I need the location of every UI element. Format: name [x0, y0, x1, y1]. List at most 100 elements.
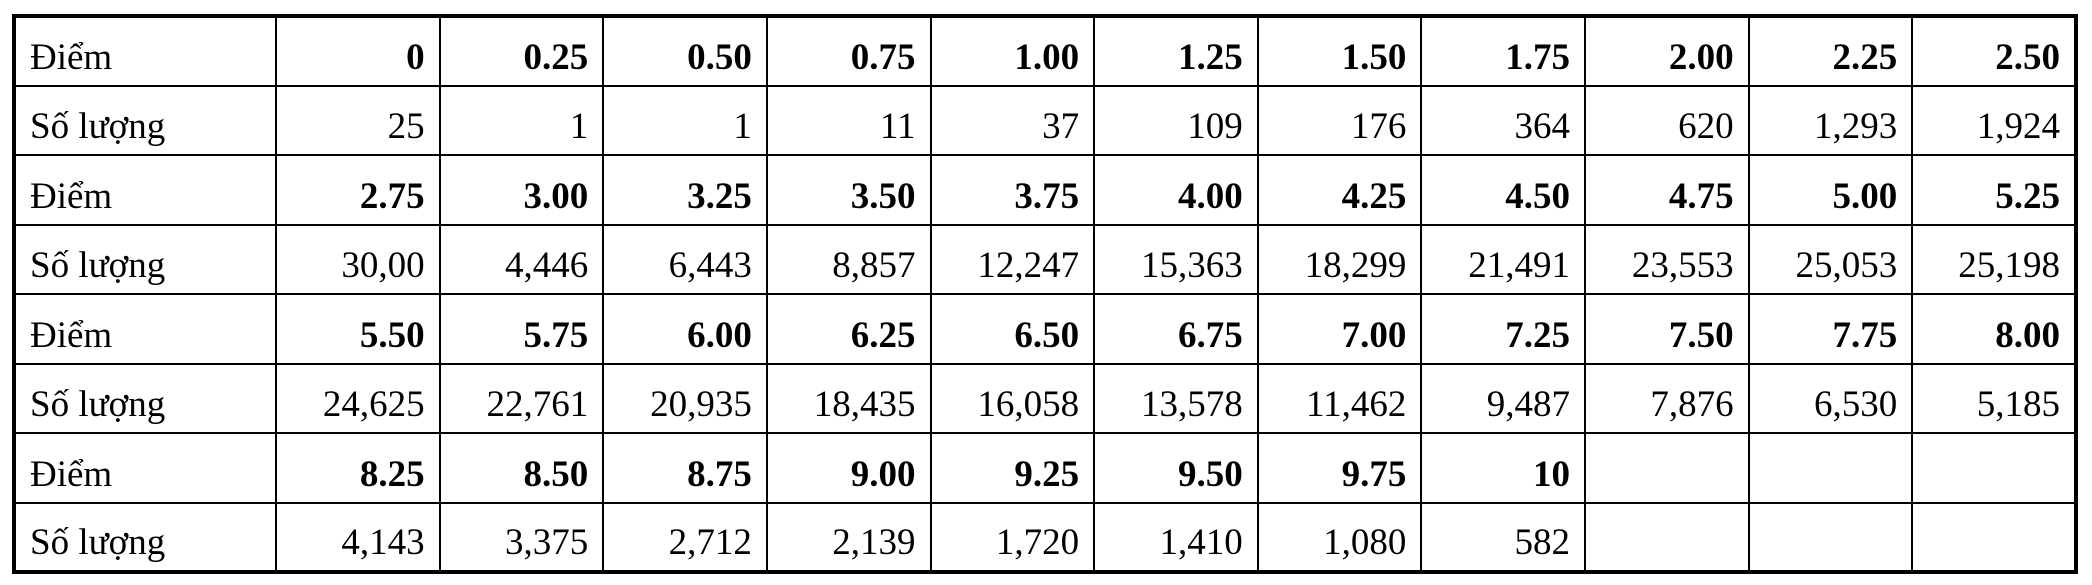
count-cell: 1,924 — [1911, 84, 2077, 156]
count-cell: 3,375 — [438, 501, 605, 573]
score-cell: 3.25 — [602, 154, 768, 226]
count-cell: 18,435 — [765, 362, 932, 434]
score-cell: 1.50 — [1256, 15, 1423, 87]
count-cell: 25 — [275, 84, 441, 156]
count-cell: 176 — [1256, 84, 1423, 156]
score-cell: 6.75 — [1093, 293, 1259, 365]
count-cell: 21,491 — [1420, 223, 1586, 295]
count-cell: 1,080 — [1256, 501, 1423, 573]
count-row: Số lượng 30,00 4,446 6,443 8,857 12,247 15,363… — [13, 223, 2077, 295]
count-cell: 1,720 — [929, 501, 1096, 573]
score-cell: 0 — [275, 15, 441, 87]
count-cell: 1,410 — [1093, 501, 1259, 573]
score-cell: 9.00 — [765, 432, 932, 504]
score-cell: 7.25 — [1420, 293, 1586, 365]
count-row: Số lượng 24,625 22,761 20,935 18,435 16,058 13… — [13, 362, 2077, 434]
count-cell: 620 — [1584, 84, 1750, 156]
count-cell: 9,487 — [1420, 362, 1586, 434]
count-cell: 7,876 — [1584, 362, 1750, 434]
count-cell: 2,712 — [602, 501, 768, 573]
score-cell: 6.25 — [765, 293, 932, 365]
score-row-label: Điểm — [13, 432, 277, 504]
score-cell: 8.50 — [438, 432, 605, 504]
score-cell: 4.00 — [1093, 154, 1259, 226]
score-distribution-table: Điểm 0 0.25 0.50 0.75 1.00 1.25 1.50 1.75 2.00 2.2… — [12, 14, 2078, 574]
table-body: Điểm 0 0.25 0.50 0.75 1.00 1.25 1.50 1.75 2.00 2.2… — [13, 15, 2077, 573]
count-cell: 4,446 — [438, 223, 605, 295]
count-cell: 12,247 — [929, 223, 1096, 295]
score-cell: 0.75 — [765, 15, 932, 87]
count-cell: 25,053 — [1747, 223, 1914, 295]
count-cell — [1747, 501, 1914, 573]
count-cell: 37 — [929, 84, 1096, 156]
score-cell: 5.75 — [438, 293, 605, 365]
count-cell: 109 — [1093, 84, 1259, 156]
score-cell: 1.75 — [1420, 15, 1586, 87]
score-cell: 1.00 — [929, 15, 1096, 87]
score-cell: 9.75 — [1256, 432, 1423, 504]
count-cell: 15,363 — [1093, 223, 1259, 295]
score-cell: 2.50 — [1911, 15, 2077, 87]
score-row: Điểm 0 0.25 0.50 0.75 1.00 1.25 1.50 1.75 2.00 2.2… — [13, 15, 2077, 87]
count-cell: 8,857 — [765, 223, 932, 295]
count-cell: 25,198 — [1911, 223, 2077, 295]
score-cell — [1584, 432, 1750, 504]
score-cell: 6.50 — [929, 293, 1096, 365]
score-cell: 10 — [1420, 432, 1586, 504]
count-cell: 18,299 — [1256, 223, 1423, 295]
score-cell: 8.75 — [602, 432, 768, 504]
score-row: Điểm 8.25 8.50 8.75 9.00 9.25 9.50 9.75 10 — [13, 432, 2077, 504]
count-cell — [1584, 501, 1750, 573]
count-cell: 1 — [602, 84, 768, 156]
count-row: Số lượng 4,143 3,375 2,712 2,139 1,720 1,410 1,… — [13, 501, 2077, 573]
score-cell: 7.00 — [1256, 293, 1423, 365]
score-cell: 2.00 — [1584, 15, 1750, 87]
count-cell: 11 — [765, 84, 932, 156]
score-cell: 1.25 — [1093, 15, 1259, 87]
score-row: Điểm 5.50 5.75 6.00 6.25 6.50 6.75 7.00 7.25 7.50… — [13, 293, 2077, 365]
count-cell — [1911, 501, 2077, 573]
count-row: Số lượng 25 1 1 11 37 109 176 364 620 1,293 1,924 — [13, 84, 2077, 156]
count-cell: 5,185 — [1911, 362, 2077, 434]
count-row-label: Số lượng — [13, 84, 277, 156]
score-cell — [1747, 432, 1914, 504]
count-cell: 1 — [438, 84, 605, 156]
count-cell: 23,553 — [1584, 223, 1750, 295]
score-cell: 5.00 — [1747, 154, 1914, 226]
score-row: Điểm 2.75 3.00 3.25 3.50 3.75 4.00 4.25 4.50 4.75… — [13, 154, 2077, 226]
count-cell: 582 — [1420, 501, 1586, 573]
score-cell: 5.25 — [1911, 154, 2077, 226]
count-row-label: Số lượng — [13, 223, 277, 295]
score-cell: 9.25 — [929, 432, 1096, 504]
count-cell: 4,143 — [275, 501, 441, 573]
score-cell: 7.50 — [1584, 293, 1750, 365]
score-cell: 3.75 — [929, 154, 1096, 226]
score-row-label: Điểm — [13, 293, 277, 365]
count-cell: 30,00 — [275, 223, 441, 295]
count-cell: 364 — [1420, 84, 1586, 156]
score-row-label: Điểm — [13, 154, 277, 226]
score-cell: 7.75 — [1747, 293, 1914, 365]
score-cell: 0.50 — [602, 15, 768, 87]
count-cell: 6,530 — [1747, 362, 1914, 434]
score-cell: 4.75 — [1584, 154, 1750, 226]
score-row-label: Điểm — [13, 15, 277, 87]
score-cell: 3.50 — [765, 154, 932, 226]
score-cell: 6.00 — [602, 293, 768, 365]
score-cell: 8.25 — [275, 432, 441, 504]
score-cell: 3.00 — [438, 154, 605, 226]
score-cell — [1911, 432, 2077, 504]
count-cell: 13,578 — [1093, 362, 1259, 434]
count-cell: 2,139 — [765, 501, 932, 573]
score-cell: 4.50 — [1420, 154, 1586, 226]
count-cell: 1,293 — [1747, 84, 1914, 156]
score-cell: 8.00 — [1911, 293, 2077, 365]
count-cell: 16,058 — [929, 362, 1096, 434]
count-cell: 24,625 — [275, 362, 441, 434]
score-cell: 5.50 — [275, 293, 441, 365]
count-cell: 22,761 — [438, 362, 605, 434]
score-cell: 2.75 — [275, 154, 441, 226]
count-cell: 20,935 — [602, 362, 768, 434]
count-row-label: Số lượng — [13, 362, 277, 434]
score-cell: 2.25 — [1747, 15, 1914, 87]
